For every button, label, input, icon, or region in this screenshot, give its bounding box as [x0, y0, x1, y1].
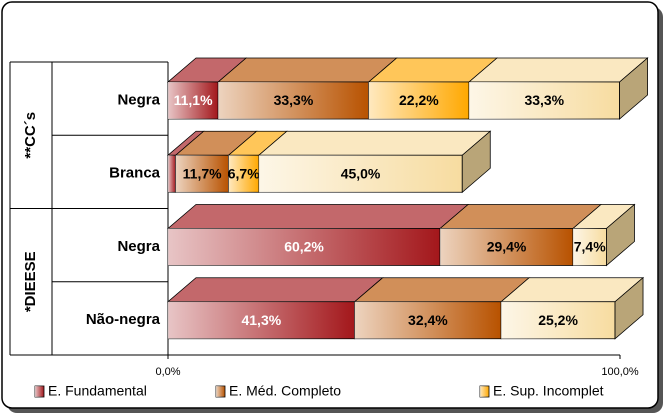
- bar-shine: [175, 155, 229, 193]
- category-label: Branca: [109, 165, 161, 182]
- category-label: Negra: [117, 91, 160, 108]
- value-label: 60,2%: [284, 239, 324, 255]
- value-label: 41,3%: [241, 312, 281, 328]
- bar-shine: [168, 301, 355, 339]
- value-label: 6,7%: [228, 165, 260, 181]
- value-label: 29,4%: [487, 239, 527, 255]
- value-label: 45,0%: [341, 165, 381, 181]
- legend-swatch-shine: [35, 386, 44, 397]
- bar-top: [257, 130, 492, 156]
- plot-layer: **CC´s *DIEESE 0,0% 100,0% Negra 11,1% 33,3% 22…: [9, 57, 649, 399]
- bar-shine: [501, 301, 616, 339]
- x-tick-label: 100,0%: [601, 366, 639, 378]
- bar-top: [166, 204, 470, 229]
- bar-top: [467, 57, 649, 83]
- legend-swatch-shine: [480, 386, 489, 397]
- bar-shine: [368, 82, 470, 119]
- legend-label: E. Sup. Incomplet: [493, 383, 604, 399]
- value-label: 22,2%: [399, 92, 439, 108]
- value-label: 11,1%: [174, 92, 213, 108]
- bar-shine: [228, 155, 259, 193]
- value-label: 25,2%: [538, 312, 578, 328]
- bar-top: [166, 277, 384, 303]
- group-label: *DIEESE: [22, 251, 39, 312]
- value-label: 33,3%: [524, 92, 564, 108]
- value-label: 11,7%: [183, 165, 222, 181]
- category-label: Não-negra: [86, 311, 161, 328]
- bar-shine: [168, 155, 176, 193]
- bar-shine: [469, 82, 620, 119]
- bar-shine: [440, 228, 573, 266]
- category-label: Negra: [117, 238, 160, 255]
- bar-shine: [168, 228, 441, 266]
- value-label: 32,4%: [408, 312, 448, 328]
- legend-swatch-shine: [216, 386, 225, 397]
- value-label: 33,3%: [274, 92, 314, 108]
- bar-side: [619, 57, 648, 120]
- bar-top: [217, 57, 398, 83]
- bar-side: [606, 203, 635, 267]
- bar-shine: [168, 82, 219, 119]
- x-tick-label: 0,0%: [155, 366, 180, 378]
- legend-label: E. Méd. Completo: [229, 383, 341, 399]
- bar-shine: [218, 82, 369, 119]
- bar-side: [614, 276, 644, 340]
- bar-shine: [258, 155, 463, 193]
- bar-side: [461, 130, 491, 194]
- bar-top: [353, 277, 531, 303]
- value-label: 7,4%: [574, 239, 606, 255]
- bar-shine: [354, 301, 502, 339]
- legend-label: E. Fundamental: [48, 383, 147, 399]
- group-label: **CC´s: [22, 112, 39, 159]
- bar-shine: [572, 228, 607, 266]
